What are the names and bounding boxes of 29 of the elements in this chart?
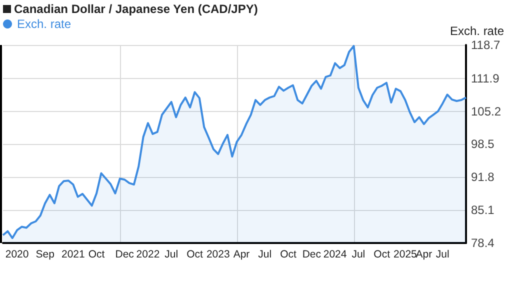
y-tick-label: 118.7 — [471, 38, 500, 52]
x-tick-label: Jul — [164, 248, 178, 260]
y-tick-label: 85.1 — [471, 203, 495, 218]
y-tick-label: 78.4 — [471, 236, 495, 250]
y-tick-label: 98.5 — [471, 137, 495, 152]
x-tick-label: Sep — [36, 248, 55, 260]
x-tick-label: Oct — [280, 248, 297, 260]
x-tick-label: 2024 — [323, 248, 347, 260]
x-tick-label: 2025 — [394, 248, 418, 260]
x-tick-label: Apr — [416, 248, 433, 260]
x-tick-label: Oct — [186, 248, 203, 260]
x-tick-label: Jul — [352, 248, 366, 260]
y-tick-label: 111.9 — [471, 71, 500, 86]
x-tick-label: Dec — [115, 248, 134, 260]
chart-title: Canadian Dollar / Japanese Yen (CAD/JPY) — [14, 2, 258, 16]
x-tick-label: Dec — [302, 248, 322, 260]
x-tick-label: Jul — [436, 248, 450, 260]
y-tick-label: 91.8 — [471, 170, 495, 184]
x-tick-label: Apr — [233, 248, 250, 260]
legend-label: Exch. rate — [17, 17, 72, 31]
x-tick-label: 2023 — [206, 248, 230, 260]
y-axis-title: Exch. rate — [450, 24, 504, 38]
x-tick-label: Jul — [258, 248, 272, 260]
x-tick-label: Oct — [88, 248, 105, 260]
x-tick-label: 2022 — [136, 248, 160, 260]
y-tick-label: 105.2 — [471, 104, 502, 118]
x-tick-label: 2021 — [61, 248, 85, 260]
x-tick-label: Oct — [374, 248, 390, 260]
x-tick-label: 2020 — [5, 248, 29, 260]
